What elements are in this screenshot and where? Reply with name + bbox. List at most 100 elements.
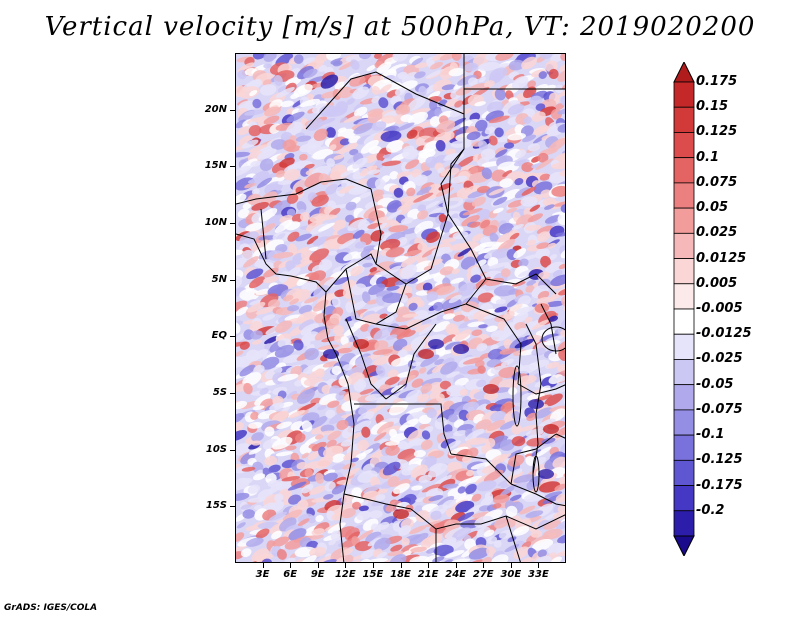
boundary-line (540, 303, 557, 355)
latitude-label: 15S (205, 500, 227, 512)
intense-cell (323, 349, 339, 359)
latitude-label: 5N (211, 273, 227, 285)
latitude-tick (230, 223, 235, 224)
latitude-label: 10S (205, 443, 227, 455)
longitude-tick (510, 563, 512, 568)
boundary-line (385, 323, 437, 400)
colorbar-label: 0.1 (696, 149, 720, 165)
longitude-tick (400, 563, 402, 568)
longitude-label: 24E (445, 569, 467, 580)
longitude-label: 18E (390, 569, 411, 580)
latitude-label: 5S (212, 387, 227, 398)
colorbar-segment (673, 258, 695, 285)
colorbar-top-arrow (673, 62, 695, 83)
boundary-line (375, 278, 487, 330)
colorbar-segment (673, 510, 695, 537)
colorbar-segment (673, 157, 695, 184)
longitude-label: 33E (528, 569, 549, 580)
colorbar-segment (673, 81, 695, 108)
latitude-tick (230, 336, 235, 338)
latitude-tick (230, 393, 235, 394)
colorbar-label: -0.075 (696, 401, 743, 417)
map-title: Vertical velocity [m/s] at 500hPa, VT: 2… (44, 12, 756, 42)
map-panel[interactable] (235, 53, 566, 563)
boundary-line (260, 208, 267, 260)
boundary-line (525, 323, 542, 475)
intense-cell (538, 469, 554, 479)
colorbar-segment (673, 106, 695, 133)
colorbar-label: -0.1 (696, 427, 725, 443)
latitude-tick (230, 449, 235, 451)
longitude-label: 21E (417, 569, 439, 580)
longitude-tick (262, 563, 264, 568)
colorbar-segment (673, 283, 695, 310)
colorbar-label: -0.05 (696, 376, 734, 392)
boundary-line (510, 483, 565, 507)
colorbar-segment (673, 434, 695, 461)
lake-malawi (532, 455, 540, 493)
boundary-line (343, 493, 412, 510)
boundary-line (465, 303, 522, 385)
latitude-tick (230, 166, 235, 168)
boundary-line (305, 54, 465, 130)
longitude-tick (538, 563, 540, 568)
longitude-tick (345, 563, 347, 568)
intense-cell (483, 384, 499, 394)
latitude-label: 15N (204, 160, 227, 172)
boundary-line (325, 253, 377, 293)
longitude-tick (455, 563, 457, 568)
boundary-line (440, 114, 465, 215)
colorbar-label: -0.175 (696, 477, 743, 493)
intense-cell (393, 509, 409, 519)
boundary-line (236, 178, 372, 205)
longitude-label: 6E (283, 569, 298, 580)
colorbar-label: -0.025 (696, 351, 743, 367)
colorbar-segment (673, 409, 695, 436)
colorbar-label: 0.0125 (696, 250, 747, 266)
longitude-tick (483, 563, 485, 568)
boundary-line (370, 148, 465, 285)
boundary-line (517, 383, 565, 395)
colorbar-label: -0.005 (696, 301, 743, 316)
latitude-label: 10N (204, 217, 227, 228)
latitude-tick (230, 279, 235, 281)
longitude-label: 15E (362, 569, 384, 580)
lake-tanganyika (512, 365, 522, 427)
latitude-tick (230, 506, 235, 508)
colorbar-segment (673, 182, 695, 209)
boundary-line (450, 453, 512, 485)
colorbar-label: 0.125 (696, 124, 738, 140)
latitude-tick (230, 109, 235, 111)
latitude-label: EQ (211, 330, 227, 342)
longitude-tick (428, 563, 430, 568)
intense-cell (353, 339, 369, 349)
grads-credit: GrADS: IGES/COLA (4, 603, 98, 613)
colorbar-label: 0.175 (696, 74, 738, 89)
colorbar-label: 0.025 (696, 225, 738, 241)
colorbar-label: 0.005 (696, 275, 738, 291)
colorbar-segment (673, 232, 695, 259)
intense-cell (418, 349, 434, 359)
colorbar-segment (673, 333, 695, 360)
lake-victoria (541, 326, 565, 352)
boundary-line (447, 213, 557, 295)
latitude-label: 20N (204, 103, 227, 115)
intense-cell (543, 424, 559, 434)
colorbar-segment (673, 132, 695, 159)
colorbar-segment (673, 485, 695, 512)
country-boundaries (236, 54, 565, 562)
longitude-label: 9E (310, 569, 325, 580)
longitude-tick (317, 563, 319, 568)
colorbar-label: 0.15 (696, 99, 729, 115)
intense-cell (428, 339, 444, 349)
longitude-label: 27E (472, 569, 494, 580)
boundary-line (510, 433, 557, 485)
colorbar-segment (673, 207, 695, 234)
colorbar-label: 0.075 (696, 174, 738, 190)
colorbar-segment (673, 308, 695, 335)
intense-cell (453, 344, 469, 354)
colorbar-segment (673, 384, 695, 411)
longitude-label: 3E (255, 569, 270, 580)
colorbar (673, 62, 695, 556)
